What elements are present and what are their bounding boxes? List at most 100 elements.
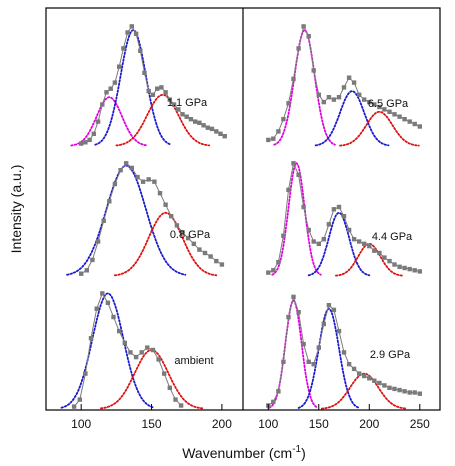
data-point <box>407 390 412 395</box>
data-point <box>306 359 311 364</box>
data-point <box>95 239 101 244</box>
data-point <box>336 95 342 100</box>
fit-curve-red <box>320 372 408 410</box>
data-point <box>208 254 213 259</box>
data-point <box>362 241 367 246</box>
data-point <box>129 24 134 29</box>
data-point <box>167 385 172 390</box>
data-point <box>296 46 301 51</box>
data-point <box>163 90 168 95</box>
data-point <box>94 306 99 311</box>
data-point <box>392 262 397 267</box>
fit-curve-red <box>339 110 420 147</box>
data-point <box>311 68 316 73</box>
spectrum-line <box>73 292 182 407</box>
data-point <box>412 390 417 395</box>
data-point <box>112 80 118 85</box>
data-point <box>91 131 96 136</box>
x-axis-title-sup: -1 <box>292 444 301 455</box>
right-panel: 6.5 GPa 4.4 GPa 2.9 GPa <box>266 24 422 410</box>
data-point <box>377 250 382 256</box>
data-point <box>100 291 105 296</box>
data-point <box>321 99 326 105</box>
data-point <box>377 104 382 110</box>
data-point <box>101 218 106 223</box>
data-point <box>331 97 337 102</box>
data-point <box>124 161 129 166</box>
data-point <box>193 119 198 124</box>
fit-curve-blue <box>307 211 371 277</box>
data-point <box>87 137 92 143</box>
data-point <box>219 262 225 267</box>
data-point <box>90 257 95 263</box>
data-point <box>209 126 215 132</box>
data-point <box>202 250 208 256</box>
data-point <box>162 371 167 376</box>
data-point <box>117 64 122 69</box>
data-point <box>402 117 407 122</box>
data-point <box>107 199 112 204</box>
fit-curve-magenta <box>70 96 149 147</box>
data-point <box>291 76 296 82</box>
fit-curve-blue <box>60 292 156 409</box>
fit-curve-blue <box>297 307 361 409</box>
data-point <box>291 294 296 300</box>
data-point <box>271 399 276 405</box>
data-point <box>150 92 156 97</box>
data-point <box>392 112 397 117</box>
data-point <box>100 102 105 107</box>
data-point <box>417 391 422 396</box>
x-tick-label: 100 <box>71 417 91 431</box>
data-point <box>377 380 382 386</box>
x-tick-label: 200 <box>212 417 232 431</box>
data-point <box>197 120 202 125</box>
data-point <box>362 97 367 102</box>
data-point <box>367 99 372 105</box>
data-point <box>159 85 164 90</box>
data-point <box>402 389 407 394</box>
data-point <box>176 107 181 112</box>
data-point <box>77 397 82 402</box>
pressure-label: 6.5 GPa <box>368 98 409 110</box>
data-point <box>117 328 122 334</box>
data-point <box>402 265 407 271</box>
data-point <box>346 75 352 80</box>
data-point <box>367 243 372 249</box>
data-point <box>331 207 337 212</box>
data-point <box>382 255 387 260</box>
data-point <box>146 88 151 94</box>
data-point <box>271 268 276 273</box>
data-point <box>417 124 422 129</box>
data-point <box>146 177 151 182</box>
data-point <box>222 134 227 139</box>
data-point <box>341 214 347 219</box>
data-point <box>129 165 134 171</box>
data-point <box>351 366 357 372</box>
fit-curve-red <box>335 242 404 277</box>
data-point <box>417 269 422 274</box>
data-point <box>163 202 168 207</box>
data-point <box>306 227 311 233</box>
data-point <box>145 345 150 350</box>
x-axis-title-end: ) <box>301 445 306 461</box>
data-point <box>266 270 271 275</box>
fit-curve-red <box>114 211 218 277</box>
data-point <box>171 102 177 107</box>
data-point <box>155 86 160 91</box>
data-point <box>286 187 291 192</box>
data-point <box>316 92 321 97</box>
data-point <box>351 237 357 242</box>
data-point <box>84 268 89 273</box>
data-point <box>88 336 94 341</box>
data-point <box>392 386 397 392</box>
data-point <box>276 389 281 394</box>
data-point <box>346 227 352 233</box>
data-point <box>412 121 417 127</box>
data-point <box>185 235 191 241</box>
data-point <box>372 248 377 253</box>
data-point <box>387 385 392 390</box>
data-point <box>122 340 127 346</box>
data-point <box>336 328 342 334</box>
data-point <box>407 266 412 272</box>
